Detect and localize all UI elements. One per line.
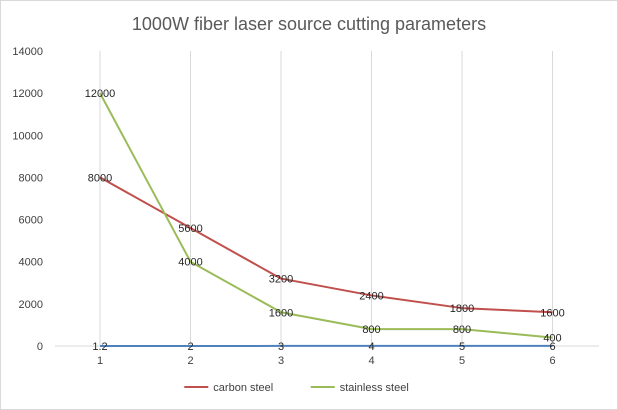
y-tick-label: 4000 [19,257,43,269]
x-tick-label: 2 [187,355,193,367]
y-tick-label: 10000 [12,130,43,142]
y-tick-label: 12000 [12,88,43,100]
data-label: 4 [368,341,374,353]
data-label: 1.2 [92,341,107,353]
data-label: 12000 [85,88,116,100]
x-tick-label: 3 [278,355,284,367]
x-tick-label: 6 [549,355,555,367]
data-label: 800 [362,324,380,336]
data-label: 800 [453,324,471,336]
data-label: 8000 [88,172,112,184]
y-tick-label: 6000 [19,215,43,227]
series-line-stainless-steel [99,92,553,339]
series-line-carbon-steel [99,176,553,314]
data-label: 2 [187,341,193,353]
data-label: 1600 [540,307,564,319]
data-label: 3 [278,341,284,353]
x-tick-label: 4 [368,355,374,367]
data-label: 3200 [269,274,293,286]
x-tick-label: 5 [459,355,465,367]
legend-label: carbon steel [213,382,273,394]
y-tick-label: 14000 [12,46,43,58]
data-label: 2400 [359,290,383,302]
data-label: 4000 [178,257,202,269]
chart-legend: carbon steel stainless steel [184,382,409,394]
y-tick-label: 8000 [19,172,43,184]
plot-area: 0 2000 4000 6000 8000 10000 12000 14000 1 2 3 4 5 6 80… [12,46,599,367]
data-label: 6 [549,341,555,353]
data-label: 5 [459,341,465,353]
y-tick-label: 0 [37,341,43,353]
data-label: 5600 [178,223,202,235]
x-tick-label: 1 [97,355,103,367]
data-label: 1800 [450,303,474,315]
data-label: 400 [543,333,561,345]
legend-label: stainless steel [340,382,409,394]
chart-title: 1000W fiber laser source cutting paramet… [132,14,486,34]
y-tick-label: 2000 [19,299,43,311]
data-label: 1600 [269,307,293,319]
